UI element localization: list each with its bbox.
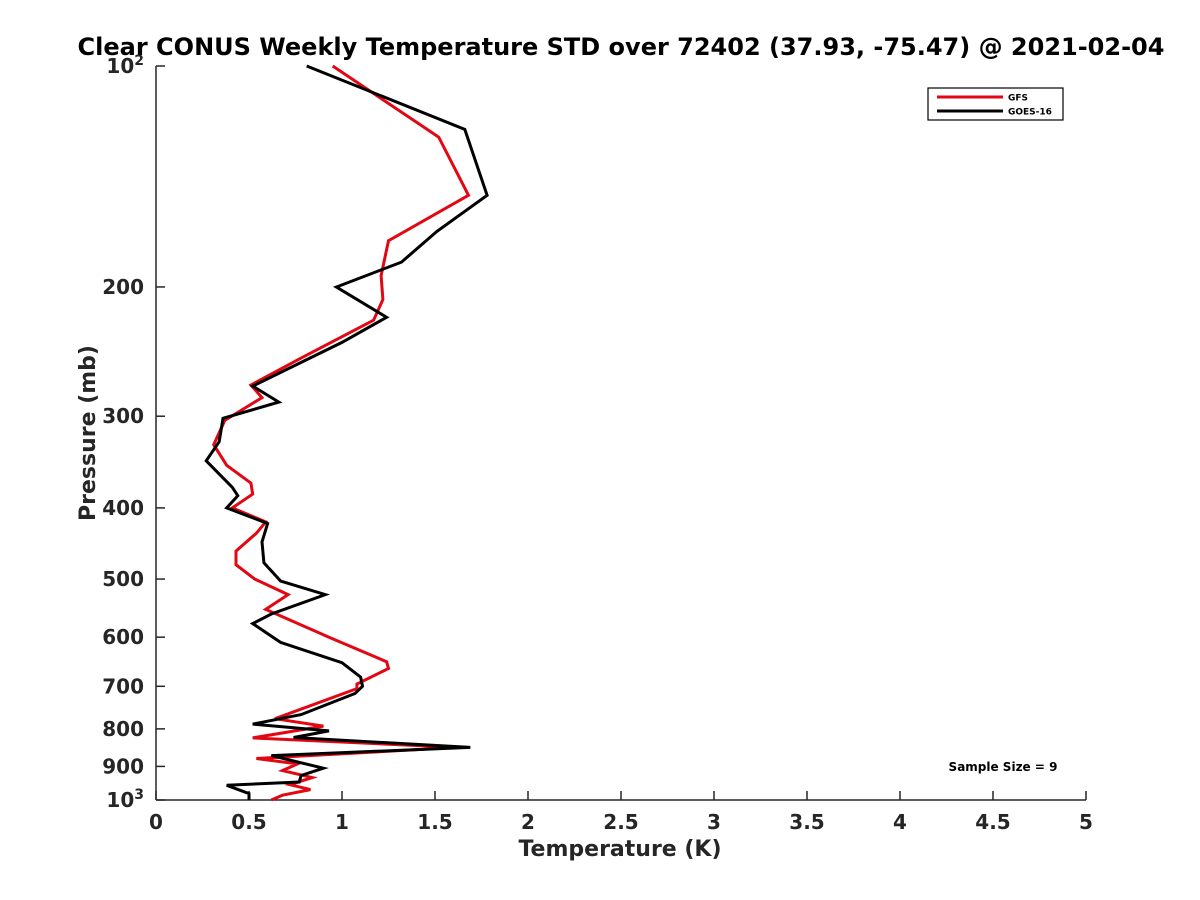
y-axis: 102 200 300 400 500 600 700 800 900 103 — [102, 53, 165, 812]
x-tick-label: 1.5 — [417, 810, 452, 834]
x-tick-label: 1 — [335, 810, 349, 834]
y-tick-label: 400 — [102, 496, 144, 520]
y-axis-label: Pressure (mb) — [76, 345, 101, 521]
y-tick-label: 900 — [102, 754, 144, 778]
x-tick-label: 4.5 — [975, 810, 1010, 834]
legend-label-gfs: GFS — [1008, 94, 1028, 104]
x-tick-label: 2.5 — [603, 810, 638, 834]
x-tick-label: 2 — [521, 810, 535, 834]
sample-size-note: Sample Size = 9 — [949, 760, 1058, 774]
x-tick-label: 3.5 — [789, 810, 824, 834]
legend-box — [927, 87, 1064, 121]
y-tick-label: 200 — [102, 275, 144, 299]
x-tick-label: 4 — [893, 810, 907, 834]
y-tick-label: 800 — [102, 717, 144, 741]
x-axis-label: Temperature (K) — [518, 837, 721, 862]
y-tick-label: 300 — [102, 404, 144, 428]
legend-label-goes-16: GOES-16 — [1008, 108, 1052, 118]
x-axis: 0 0.5 1 1.5 2 2.5 3 3.5 4 4.5 5 — [149, 791, 1093, 834]
y-tick-label: 500 — [102, 567, 144, 591]
x-tick-label: 3 — [707, 810, 721, 834]
chart-title: Clear CONUS Weekly Temperature STD over … — [78, 33, 1165, 61]
x-tick-label: 0.5 — [231, 810, 266, 834]
y-tick-label: 102 — [106, 53, 144, 78]
legend: GFS GOES-16 — [927, 87, 1064, 121]
x-tick-label: 5 — [1079, 810, 1093, 834]
y-tick-label: 700 — [102, 674, 144, 698]
series-line-goes-16 — [204, 64, 489, 800]
y-tick-label: 600 — [102, 625, 144, 649]
x-tick-label: 0 — [149, 810, 163, 834]
series-line-gfs — [211, 64, 471, 802]
plot-lines — [204, 64, 489, 802]
y-tick-label: 103 — [106, 787, 144, 812]
